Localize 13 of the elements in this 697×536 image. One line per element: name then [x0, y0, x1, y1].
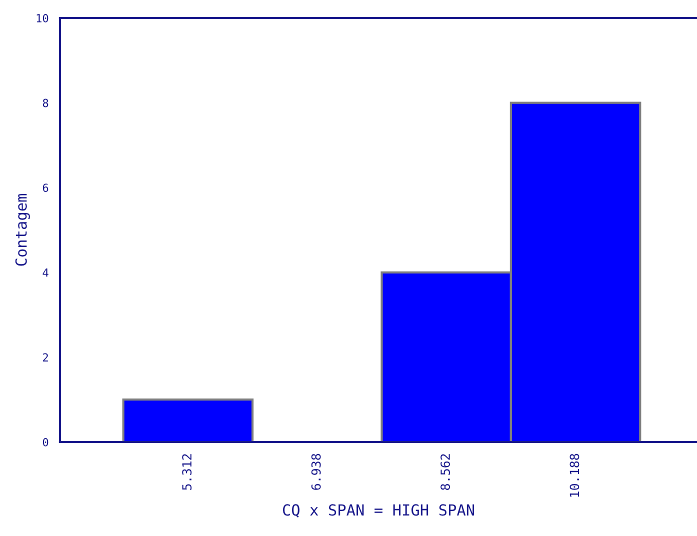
- y-tick-label: 4: [42, 268, 48, 277]
- x-tick-label: 10.188: [570, 454, 580, 497]
- y-tick-label: 6: [42, 184, 48, 192]
- y-axis-title: Contagem: [15, 194, 30, 266]
- y-tick-label: 10: [36, 14, 48, 22]
- x-tick-label: 5.312: [182, 454, 192, 490]
- x-axis-title: CQ x SPAN = HIGH SPAN: [282, 504, 474, 518]
- x-tick-label: 6.938: [311, 454, 321, 490]
- y-tick-label: 2: [43, 353, 48, 362]
- y-tick-label: 0: [42, 438, 48, 446]
- y-tick-label: 8: [42, 98, 48, 108]
- x-tick-label: 8.562: [440, 454, 450, 490]
- bar: [122, 398, 254, 442]
